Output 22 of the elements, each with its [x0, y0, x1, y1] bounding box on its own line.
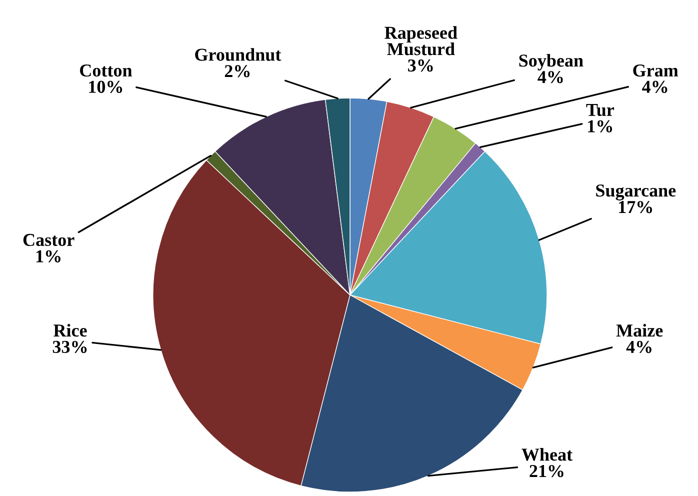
- data-label: 1%: [588, 120, 612, 132]
- slice-label: Maize: [616, 324, 663, 337]
- data-label: 33%: [52, 340, 87, 354]
- data-label: 21%: [530, 464, 564, 478]
- data-label: 4%: [626, 340, 652, 354]
- slice-label: Tur: [586, 104, 614, 116]
- data-label: 17%: [619, 200, 652, 214]
- data-label: 4%: [538, 70, 563, 84]
- slice-label: Castor: [23, 234, 74, 246]
- slice-label: Sugarcane: [596, 184, 676, 200]
- data-label: 2%: [224, 65, 250, 78]
- data-label: 10%: [89, 80, 122, 94]
- data-label: 4%: [642, 80, 668, 94]
- slice-label: Cotton: [80, 64, 132, 77]
- slice-label: Soybean: [519, 54, 584, 70]
- data-label: 1%: [36, 250, 60, 262]
- slice-label: Rice: [54, 324, 87, 337]
- data-label: 3%: [408, 59, 433, 72]
- slice-label: Rapeseed Musturd: [384, 26, 458, 56]
- slice-label: Groundnut: [195, 48, 282, 61]
- slice-label: Wheat: [522, 448, 572, 461]
- slice-label: Gram: [633, 64, 678, 77]
